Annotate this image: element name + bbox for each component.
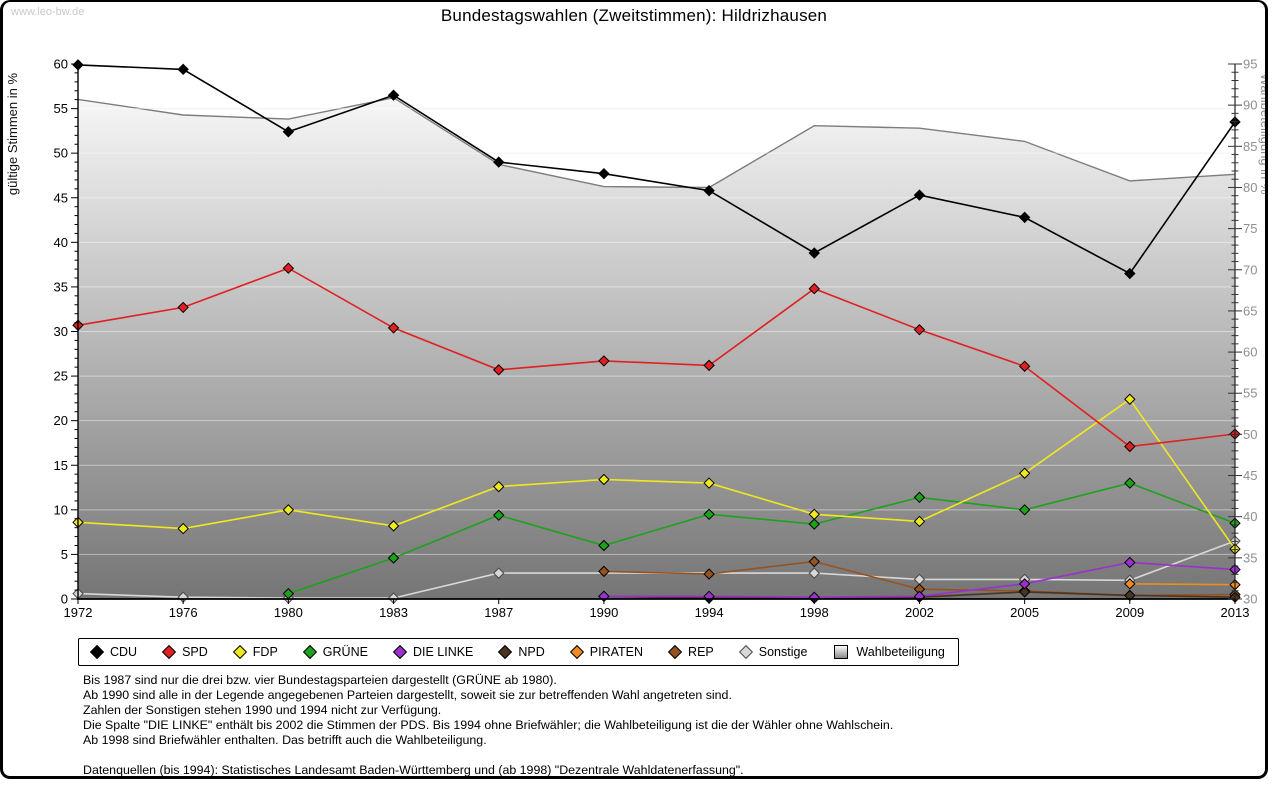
svg-text:35: 35 bbox=[54, 279, 68, 294]
svg-text:55: 55 bbox=[1243, 386, 1257, 401]
series-cdu bbox=[72, 59, 1241, 280]
npd-marker-icon bbox=[498, 644, 513, 660]
data-source-line: Datenquellen (bis 1994): Statistisches L… bbox=[83, 763, 744, 777]
legend-label: PIRATEN bbox=[589, 645, 644, 659]
wahlbeteiligung-area bbox=[78, 97, 1235, 599]
svg-text:45: 45 bbox=[54, 190, 68, 205]
wahlbeteiligung-line bbox=[77, 96, 1236, 189]
chart-frame: www.leo-bw.de Bundestagswahlen (Zweitsti… bbox=[0, 0, 1268, 779]
legend-item-sonstige: Sonstige bbox=[738, 644, 808, 660]
x-tick-1980: 1980 bbox=[274, 605, 303, 620]
fdp-marker-icon bbox=[232, 644, 247, 660]
x-tick-1994: 1994 bbox=[695, 605, 724, 620]
svg-text:75: 75 bbox=[1243, 221, 1257, 236]
legend-item-die-linke: DIE LINKE bbox=[392, 644, 474, 660]
svg-text:30: 30 bbox=[54, 324, 68, 339]
gr-ne-marker-icon bbox=[302, 644, 317, 660]
legend-item-fdp: FDP bbox=[232, 644, 278, 660]
legend-item-rep: REP bbox=[667, 644, 714, 660]
footnotes: Bis 1987 sind nur die drei bzw. vier Bun… bbox=[83, 673, 894, 777]
note-line: Zahlen der Sonstigen stehen 1990 und 199… bbox=[83, 703, 442, 717]
svg-text:95: 95 bbox=[1243, 57, 1257, 72]
left-axis-label: gültige Stimmen in % bbox=[5, 73, 20, 196]
legend-item-spd: SPD bbox=[162, 644, 208, 660]
legend-label: GRÜNE bbox=[322, 645, 368, 659]
legend-label: FDP bbox=[252, 645, 278, 659]
x-tick-1990: 1990 bbox=[589, 605, 618, 620]
note-line: Die Spalte "DIE LINKE" enthält bis 2002 … bbox=[83, 718, 894, 732]
svg-text:60: 60 bbox=[54, 57, 68, 72]
note-line: Ab 1990 sind alle in der Legende angegeb… bbox=[83, 688, 732, 702]
wahlbeteiligung-marker-icon bbox=[834, 645, 849, 659]
svg-text:55: 55 bbox=[54, 101, 68, 116]
sonstige-marker-icon bbox=[738, 644, 753, 660]
series-gr-ne bbox=[282, 477, 1241, 600]
svg-text:25: 25 bbox=[54, 369, 68, 384]
legend-label: Wahlbeteiligung bbox=[856, 645, 945, 659]
legend-label: CDU bbox=[110, 645, 138, 659]
legend-label: Sonstige bbox=[758, 645, 808, 659]
legend-item-gr-ne: GRÜNE bbox=[302, 644, 368, 660]
rep-marker-icon bbox=[667, 644, 683, 660]
svg-text:35: 35 bbox=[1243, 550, 1257, 565]
svg-text:20: 20 bbox=[54, 413, 68, 428]
x-tick-1987: 1987 bbox=[484, 605, 513, 620]
die-linke-marker-icon bbox=[392, 644, 408, 660]
legend-label: SPD bbox=[182, 645, 208, 659]
chart-legend: CDU SPD FDP GRÜNE DIE LINKE NPD PIRATEN REP Sons… bbox=[78, 638, 959, 666]
svg-text:0: 0 bbox=[61, 592, 68, 607]
right-axis-label: Wahlbeteiligung in % bbox=[1258, 74, 1268, 195]
legend-item-wahlbeteiligung: Wahlbeteiligung bbox=[834, 645, 945, 659]
piraten-marker-icon bbox=[569, 644, 584, 660]
svg-text:5: 5 bbox=[61, 547, 68, 562]
svg-text:65: 65 bbox=[1243, 303, 1257, 318]
legend-label: DIE LINKE bbox=[412, 645, 474, 659]
svg-text:70: 70 bbox=[1243, 262, 1257, 277]
x-tick-1983: 1983 bbox=[379, 605, 408, 620]
note-line: Ab 1998 sind Briefwähler enthalten. Das … bbox=[83, 733, 487, 747]
legend-item-cdu: CDU bbox=[89, 644, 138, 660]
note-line: Bis 1987 sind nur die drei bzw. vier Bun… bbox=[83, 673, 557, 687]
x-tick-2009: 2009 bbox=[1115, 605, 1144, 620]
svg-text:60: 60 bbox=[1243, 345, 1257, 360]
legend-label: NPD bbox=[518, 645, 545, 659]
legend-label: REP bbox=[688, 645, 714, 659]
legend-item-npd: NPD bbox=[498, 644, 545, 660]
svg-text:90: 90 bbox=[1243, 98, 1257, 113]
svg-text:80: 80 bbox=[1243, 180, 1257, 195]
svg-text:40: 40 bbox=[1243, 509, 1257, 524]
x-tick-1998: 1998 bbox=[800, 605, 829, 620]
svg-text:10: 10 bbox=[54, 502, 68, 517]
cdu-marker-icon bbox=[89, 644, 105, 660]
svg-text:30: 30 bbox=[1243, 592, 1257, 607]
svg-text:50: 50 bbox=[1243, 427, 1257, 442]
svg-text:40: 40 bbox=[54, 235, 68, 250]
page-title: Bundestagswahlen (Zweitstimmen): Hildriz… bbox=[440, 6, 828, 25]
watermark-leo-bw: www.leo-bw.de bbox=[11, 6, 85, 18]
svg-text:85: 85 bbox=[1243, 139, 1257, 154]
legend-item-piraten: PIRATEN bbox=[569, 644, 644, 660]
svg-text:15: 15 bbox=[54, 458, 68, 473]
x-tick-2005: 2005 bbox=[1010, 605, 1039, 620]
x-tick-2002: 2002 bbox=[905, 605, 934, 620]
spd-marker-icon bbox=[162, 644, 177, 660]
svg-text:45: 45 bbox=[1243, 468, 1257, 483]
svg-text:50: 50 bbox=[54, 146, 68, 161]
x-tick-1972: 1972 bbox=[64, 605, 93, 620]
x-tick-2013: 2013 bbox=[1221, 605, 1250, 620]
x-tick-1976: 1976 bbox=[169, 605, 198, 620]
